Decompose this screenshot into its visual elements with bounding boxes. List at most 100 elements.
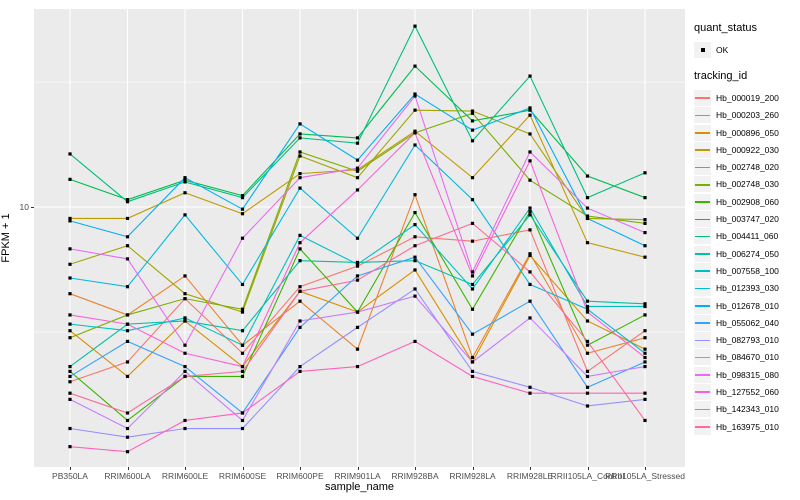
data-point (585, 214, 590, 218)
data-point (413, 259, 417, 263)
data-point (585, 385, 590, 389)
data-point (528, 270, 532, 274)
legend-key-swatch (694, 124, 711, 141)
data-point (355, 364, 360, 369)
data-point (68, 152, 72, 156)
data-point (125, 374, 130, 379)
legend-key-swatch (694, 193, 711, 210)
legend-item: Hb_006274_050 (694, 245, 800, 262)
data-point (413, 235, 417, 239)
data-point (240, 212, 245, 216)
data-point (68, 322, 72, 326)
legend-item-label: Hb_142343_010 (716, 404, 779, 415)
legend-item-label: Hb_002908_060 (716, 196, 779, 207)
legend-item: Hb_084670_010 (694, 349, 800, 366)
data-point (528, 253, 532, 258)
legend-item-label: Hb_004411_060 (716, 231, 779, 242)
legend-line-icon (695, 374, 710, 376)
data-point (585, 319, 590, 323)
data-point (298, 299, 302, 303)
data-point (298, 319, 302, 323)
data-point (528, 299, 532, 303)
data-point (528, 316, 532, 320)
data-point (183, 213, 187, 217)
data-point (413, 294, 417, 298)
data-point (240, 282, 245, 287)
legend-key-swatch (694, 280, 711, 297)
data-point (125, 426, 130, 431)
data-point (470, 274, 475, 278)
data-point (183, 178, 187, 182)
panel-background (34, 9, 685, 467)
legend-item-label: Hb_084670_010 (716, 352, 779, 363)
data-point (355, 260, 360, 265)
legend-item-label: Hb_012678_010 (716, 300, 779, 311)
square-point-icon (700, 47, 705, 52)
legend-title-tracking-id: tracking_id (694, 70, 748, 83)
legend-item-label: Hb_000896_050 (716, 127, 779, 138)
data-point (643, 397, 647, 401)
data-point (298, 259, 302, 263)
data-point (470, 374, 475, 379)
data-point (125, 322, 130, 326)
y-tick-label: 10 (19, 202, 29, 212)
data-point (355, 188, 360, 192)
data-point (298, 176, 302, 180)
legend-item-label: Hb_000922_030 (716, 144, 779, 155)
data-point (413, 339, 417, 344)
data-point (125, 418, 130, 423)
data-point (68, 336, 72, 340)
data-point (68, 364, 72, 369)
legend-item-label: OK (716, 44, 729, 55)
y-tick-mark (31, 206, 34, 208)
data-point (125, 435, 130, 439)
data-point (643, 302, 647, 306)
data-point (528, 385, 532, 389)
data-point (470, 109, 475, 113)
data-point (125, 200, 130, 204)
data-point (585, 216, 590, 221)
data-point (413, 24, 417, 28)
data-point (183, 274, 187, 278)
data-point (528, 252, 532, 256)
data-point (643, 255, 647, 259)
data-point (68, 177, 72, 181)
legend-item: Hb_142343_010 (694, 401, 800, 418)
data-point (240, 351, 245, 355)
legend-item: Hb_055062_040 (694, 314, 800, 331)
legend-title-quant-status: quant_status (694, 22, 757, 34)
legend-item-label: Hb_127552_060 (716, 386, 779, 397)
data-point (528, 391, 532, 395)
legend-item: Hb_002908_060 (694, 193, 800, 210)
data-point (413, 255, 417, 259)
legend-item: Hb_163975_010 (694, 418, 800, 435)
data-point (125, 244, 130, 248)
data-point (125, 329, 130, 333)
data-point (528, 113, 532, 117)
data-point (413, 210, 417, 215)
legend-line-icon (695, 356, 710, 359)
data-point (240, 329, 245, 333)
data-point (298, 325, 302, 329)
data-point (183, 418, 187, 423)
data-point (470, 287, 475, 291)
legend-key-swatch (694, 107, 711, 124)
x-tick-mark (300, 467, 301, 470)
legend-item-label: Hb_000203_260 (716, 110, 779, 121)
data-point (355, 347, 360, 351)
data-point (125, 313, 130, 317)
data-point (68, 380, 72, 384)
data-point (643, 218, 647, 222)
data-point (355, 325, 360, 329)
legend-line-icon (695, 408, 710, 411)
data-point (125, 257, 130, 261)
data-point (470, 355, 475, 360)
x-tick-label-RRII105LA_Control: RRII105LA_Control (550, 471, 625, 481)
data-point (240, 364, 245, 369)
data-point (68, 397, 72, 401)
legend-item: Hb_098315_080 (694, 366, 800, 383)
data-point (643, 304, 647, 309)
data-point (183, 191, 187, 195)
data-point (68, 247, 72, 251)
data-point (68, 329, 72, 333)
